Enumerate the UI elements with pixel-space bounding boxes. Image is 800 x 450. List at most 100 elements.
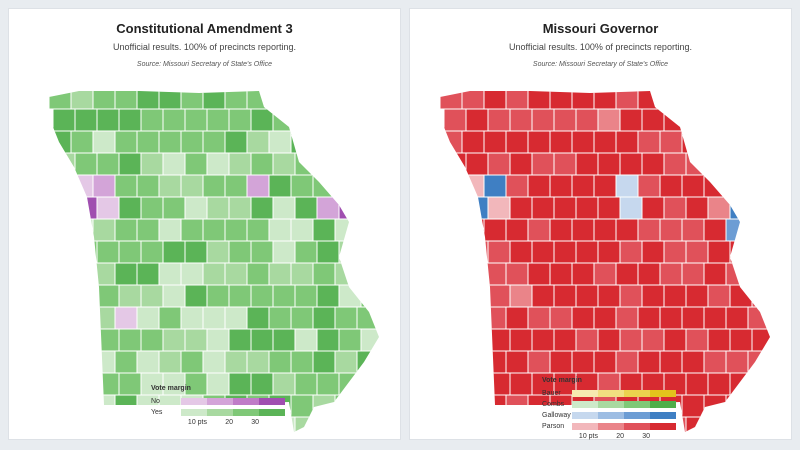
county — [118, 284, 142, 308]
county — [703, 350, 727, 374]
county — [509, 108, 533, 132]
county — [52, 108, 76, 132]
county — [74, 328, 98, 352]
county — [356, 130, 379, 154]
county — [334, 218, 358, 242]
county — [681, 306, 705, 330]
county — [383, 373, 402, 395]
county — [356, 262, 379, 286]
county — [440, 91, 463, 110]
county — [290, 262, 314, 286]
county — [440, 262, 463, 286]
county — [246, 218, 270, 242]
county — [250, 240, 274, 264]
county — [49, 394, 72, 418]
county — [725, 91, 749, 110]
county — [338, 416, 362, 432]
county — [246, 91, 270, 110]
county — [224, 91, 248, 110]
county — [378, 350, 379, 374]
county — [685, 152, 709, 176]
county — [334, 350, 358, 374]
legend-ticks: 10 pts 20 30 — [181, 419, 285, 426]
county — [74, 108, 98, 132]
county — [465, 328, 489, 352]
county — [246, 306, 270, 330]
county — [440, 218, 463, 242]
county — [338, 328, 362, 352]
county — [114, 174, 138, 198]
county — [290, 130, 314, 154]
county — [356, 218, 379, 242]
county — [158, 350, 182, 374]
county — [619, 284, 643, 308]
county — [707, 328, 731, 352]
county — [615, 218, 639, 242]
legend-swatch — [233, 397, 259, 405]
county — [461, 174, 485, 198]
legend-title: Vote margin — [542, 377, 582, 384]
county — [593, 91, 617, 110]
county — [316, 284, 340, 308]
county — [685, 372, 709, 396]
county — [52, 284, 76, 308]
county — [184, 152, 208, 176]
county — [637, 262, 661, 286]
county — [206, 328, 230, 352]
county — [316, 196, 340, 220]
county — [383, 153, 402, 175]
county — [615, 174, 639, 198]
county — [487, 108, 511, 132]
county — [443, 196, 467, 220]
missouri-county-map-amendment-3[interactable] — [9, 9, 402, 441]
county — [725, 306, 749, 330]
county — [531, 328, 555, 352]
county — [725, 218, 749, 242]
county — [685, 108, 709, 132]
county — [571, 306, 595, 330]
legend-swatch — [598, 389, 624, 397]
county — [707, 196, 731, 220]
county — [663, 284, 687, 308]
county — [465, 284, 489, 308]
legend-tick: 10 pts — [578, 433, 598, 440]
county — [685, 196, 709, 220]
county — [440, 350, 463, 374]
county — [180, 262, 204, 286]
county — [725, 130, 749, 154]
county — [681, 262, 705, 286]
county — [659, 174, 683, 198]
county — [549, 130, 573, 154]
county — [250, 284, 274, 308]
county — [615, 350, 639, 374]
county — [383, 329, 402, 351]
county — [268, 91, 292, 110]
county — [769, 218, 770, 242]
county — [272, 108, 296, 132]
county — [751, 196, 770, 220]
county — [290, 394, 314, 418]
county — [593, 262, 617, 286]
county — [681, 350, 705, 374]
county — [681, 174, 705, 198]
county — [184, 108, 208, 132]
county — [383, 285, 402, 307]
county — [774, 373, 793, 395]
legend-label: Bauer — [542, 389, 561, 397]
county — [751, 108, 770, 132]
county — [774, 329, 793, 351]
county — [505, 130, 529, 154]
county — [118, 372, 142, 396]
county — [184, 240, 208, 264]
legend-swatch — [259, 408, 285, 416]
county — [747, 218, 770, 242]
county — [338, 196, 362, 220]
legend-swatch — [207, 397, 233, 405]
county — [224, 174, 248, 198]
county — [118, 152, 142, 176]
county — [224, 262, 248, 286]
county — [360, 284, 379, 308]
county — [206, 152, 230, 176]
county — [52, 240, 76, 264]
county — [751, 416, 770, 432]
